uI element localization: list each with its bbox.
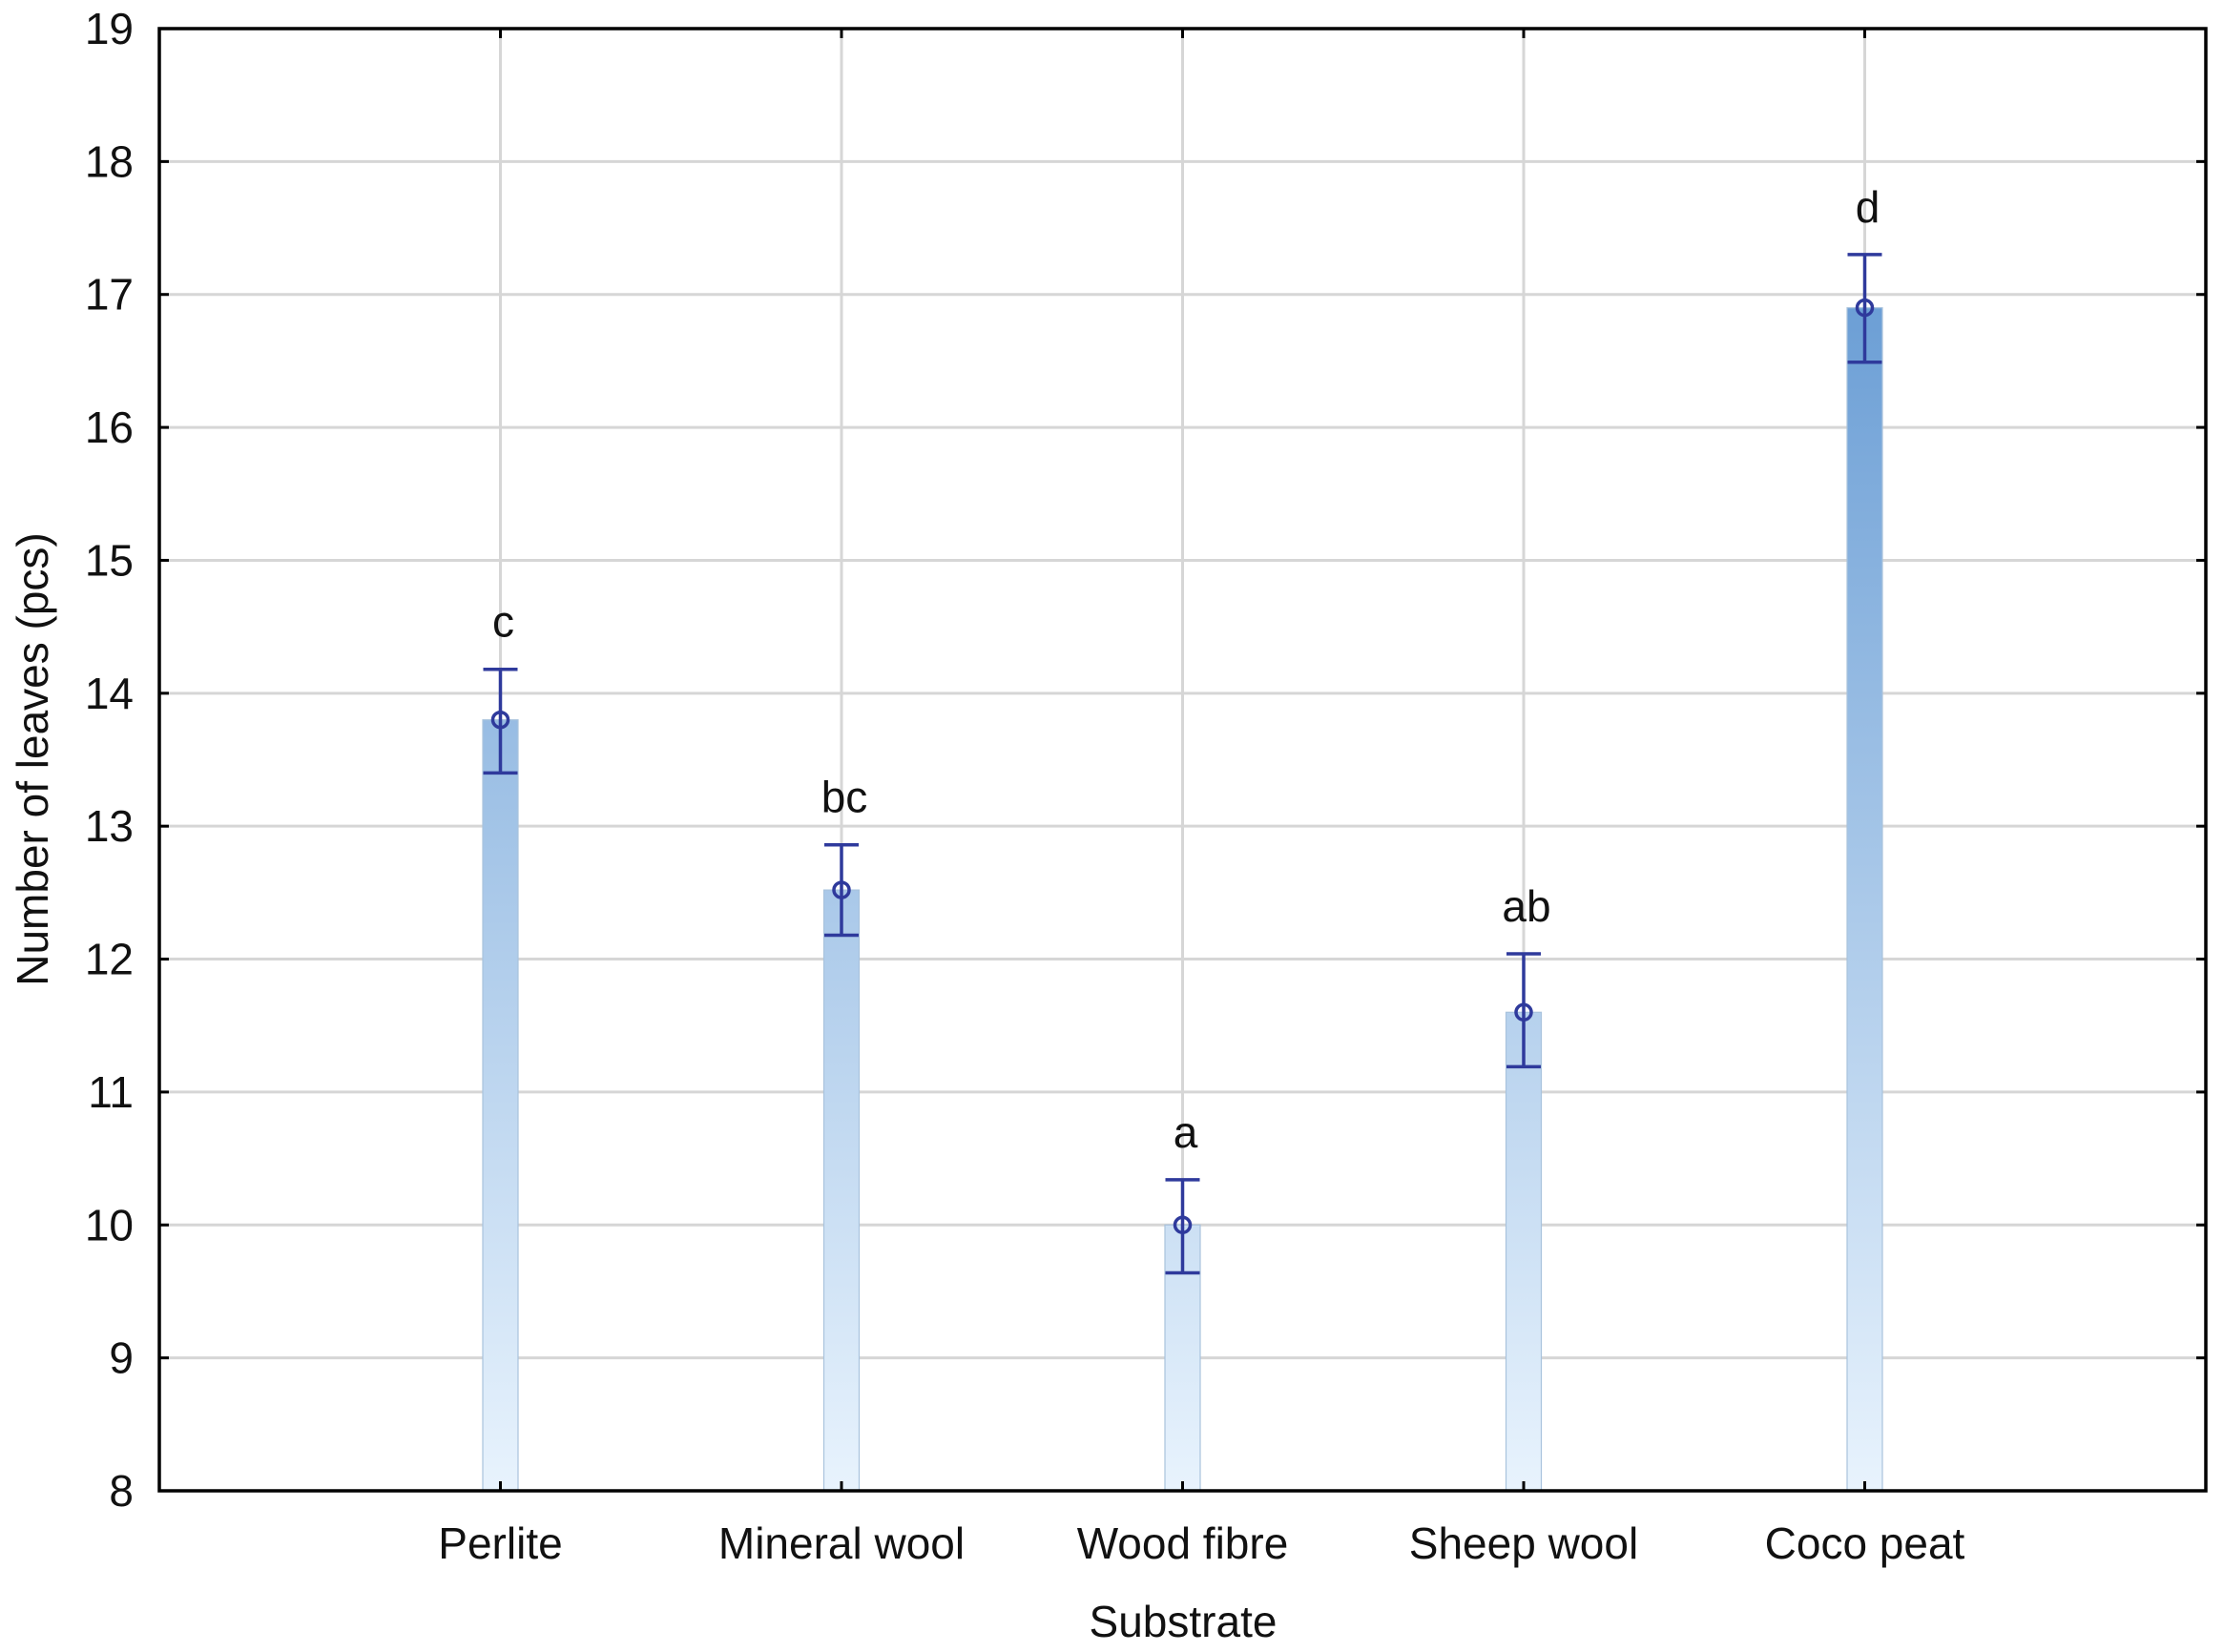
bar-mineral-wool — [822, 889, 861, 1492]
bar-coco-peat — [1846, 307, 1883, 1492]
y-axis-ticks: 8 9 10 11 12 13 14 15 16 17 18 19 — [85, 4, 2206, 1516]
x-category-label: Mineral wool — [718, 1518, 965, 1568]
bars — [482, 307, 1883, 1492]
x-category-label: Wood fibre — [1077, 1518, 1289, 1568]
y-tick-label: 16 — [85, 403, 134, 452]
y-tick-label: 14 — [85, 669, 134, 718]
error-bar — [1165, 1178, 1200, 1275]
error-bar — [824, 842, 859, 938]
significance-letter: ab — [1502, 881, 1550, 931]
mean-marker — [1173, 1215, 1193, 1235]
significance-letter: c — [492, 597, 514, 647]
y-tick-label: 10 — [85, 1200, 134, 1249]
bar-perlite — [482, 719, 519, 1492]
error-bar — [483, 667, 518, 775]
y-tick-label: 19 — [85, 4, 134, 53]
significance-letter: d — [1856, 182, 1880, 232]
mean-marker — [1514, 1002, 1533, 1022]
y-tick-label: 17 — [85, 270, 134, 320]
y-tick-label: 12 — [85, 935, 134, 984]
error-bar — [1847, 253, 1882, 364]
significance-letters: c bc a ab d — [492, 182, 1880, 1157]
y-tick-label: 15 — [85, 535, 134, 585]
y-tick-label: 9 — [109, 1333, 134, 1383]
x-axis-ticks: Perlite Mineral wool Wood fibre Sheep wool C… — [438, 29, 1965, 1568]
x-category-label: Perlite — [438, 1518, 562, 1568]
bar-sheep-wool — [1505, 1011, 1543, 1492]
y-tick-label: 8 — [109, 1466, 134, 1516]
x-axis-title: Substrate — [1090, 1597, 1278, 1646]
x-category-label: Coco peat — [1765, 1518, 1965, 1568]
y-tick-label: 13 — [85, 801, 134, 851]
significance-letter: bc — [821, 773, 868, 822]
y-axis-title: Number of leaves (pcs) — [8, 532, 57, 986]
mean-marker — [490, 710, 510, 730]
error-bars — [483, 253, 1882, 1275]
y-tick-label: 11 — [88, 1067, 134, 1117]
mean-marker — [832, 880, 851, 899]
error-bar — [1506, 952, 1541, 1069]
significance-letter: a — [1174, 1107, 1198, 1157]
mean-marker — [1855, 298, 1875, 318]
x-category-label: Sheep wool — [1409, 1518, 1638, 1568]
y-tick-label: 18 — [85, 136, 134, 186]
